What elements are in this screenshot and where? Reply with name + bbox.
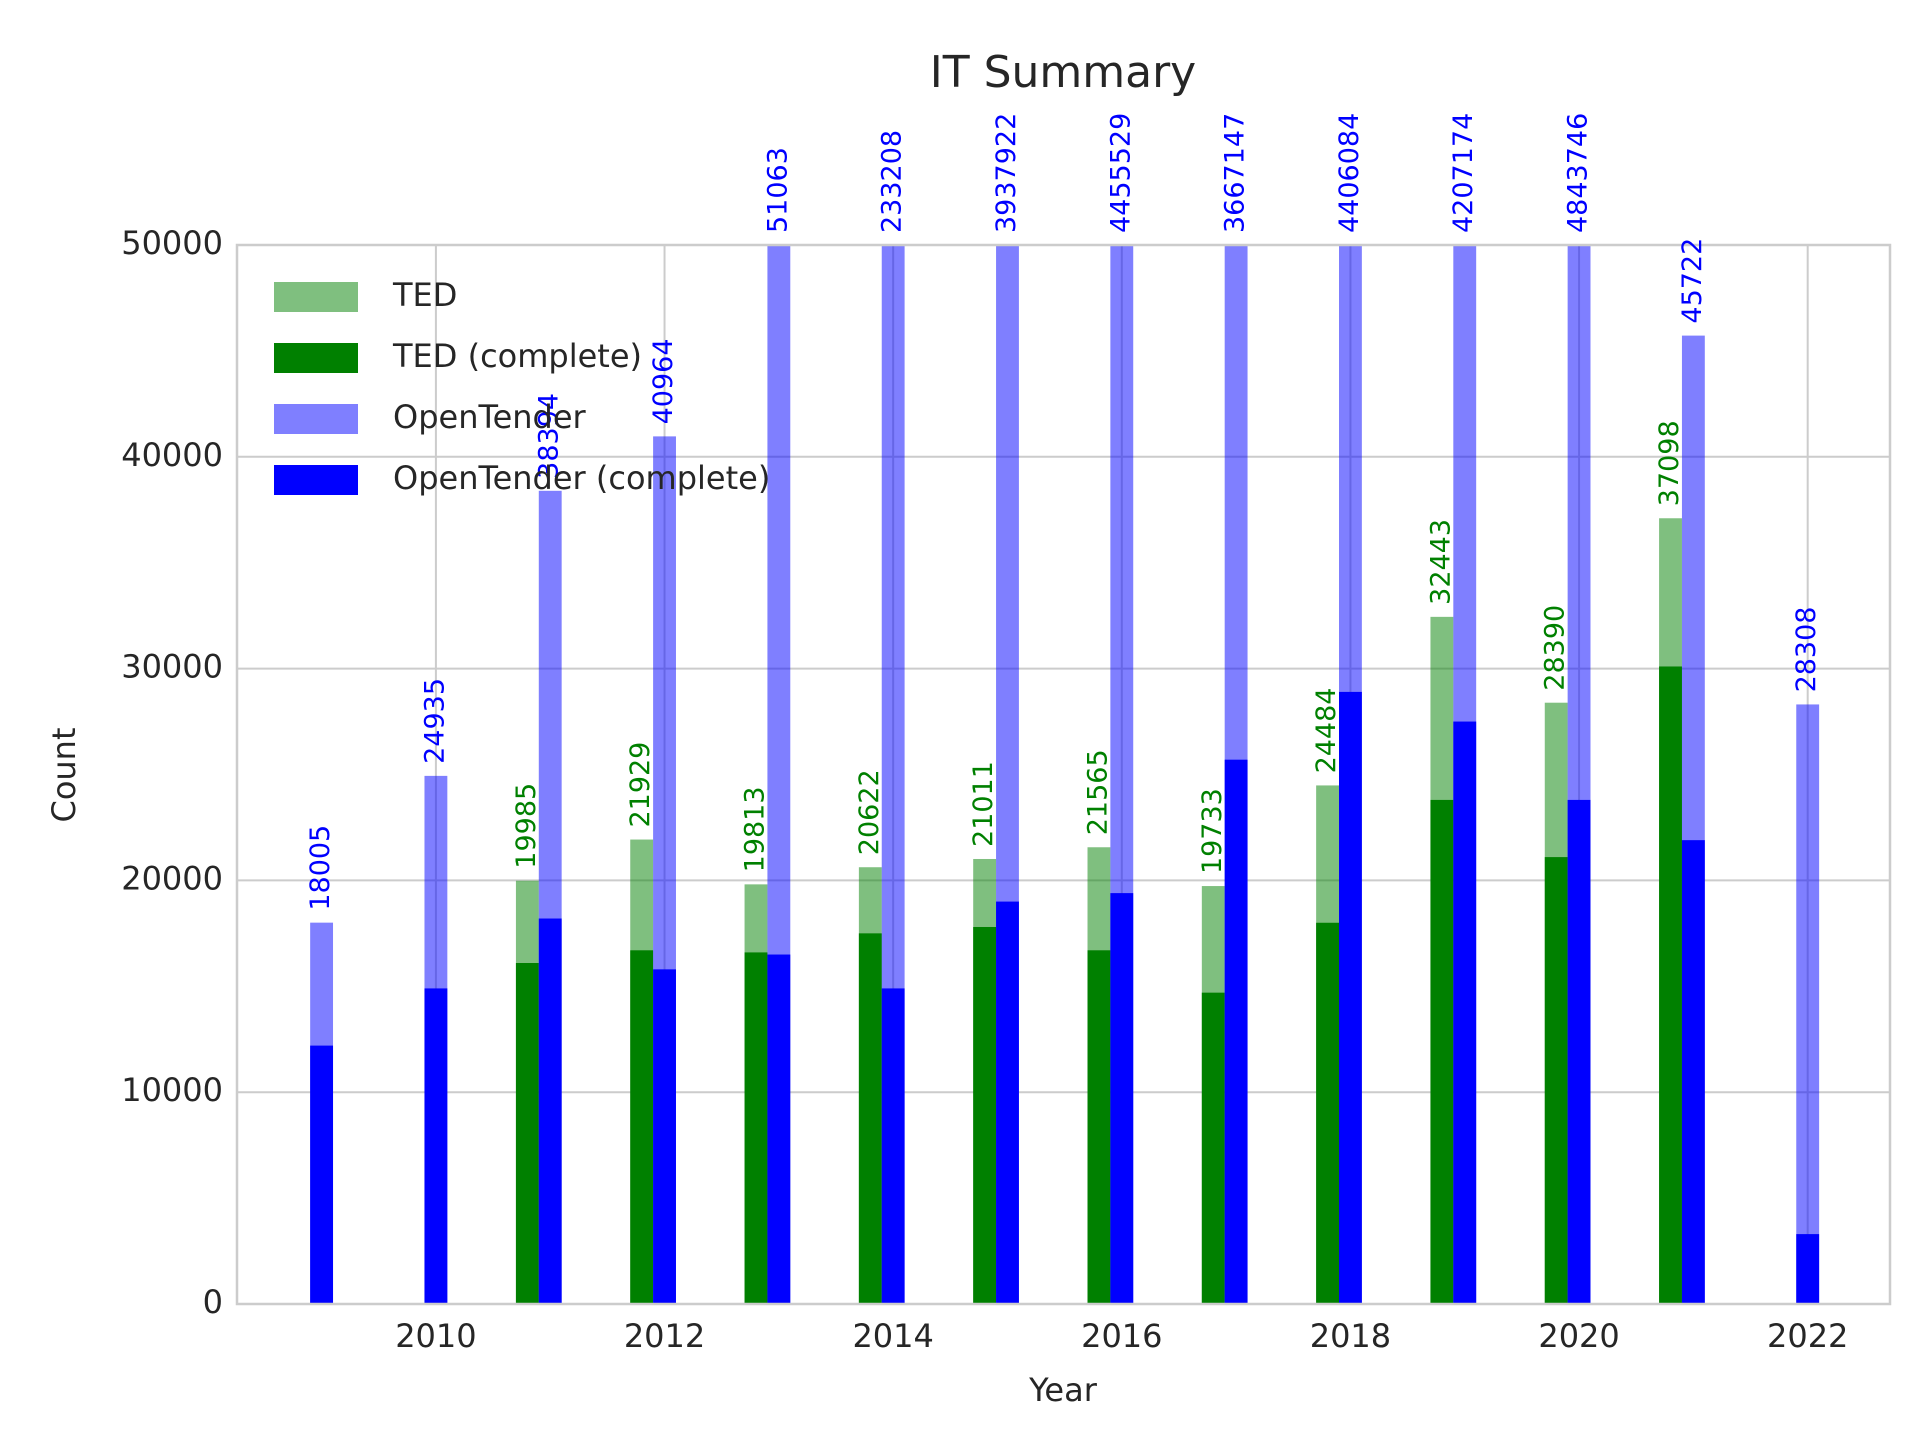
- value-label: 28390: [1540, 605, 1571, 691]
- value-label: 19985: [511, 783, 542, 869]
- legend-swatch: [274, 465, 358, 495]
- bar: [1430, 799, 1454, 1304]
- y-tick-label: 30000: [121, 648, 223, 686]
- legend-swatch: [274, 404, 358, 434]
- x-tick-label: 2012: [624, 1317, 705, 1355]
- value-label: 24935: [419, 678, 450, 764]
- value-label: 3937922: [991, 113, 1022, 233]
- x-tick-label: 2010: [395, 1317, 476, 1355]
- bar: [858, 933, 882, 1304]
- bar: [1224, 759, 1248, 1304]
- x-tick-label: 2016: [1081, 1317, 1162, 1355]
- value-label: 4406084: [1334, 113, 1365, 233]
- value-label: 21929: [625, 742, 656, 828]
- value-label: 24484: [1311, 688, 1342, 774]
- bar: [1316, 922, 1339, 1304]
- bar: [1201, 992, 1225, 1304]
- value-label: 19733: [1197, 788, 1228, 874]
- bar: [973, 926, 997, 1304]
- bar: [744, 952, 768, 1304]
- value-label: 233208: [877, 130, 908, 233]
- value-label: 45722: [1677, 238, 1708, 324]
- x-tick-label: 2020: [1538, 1317, 1619, 1355]
- bar: [1796, 704, 1820, 1304]
- x-tick-label: 2014: [852, 1317, 933, 1355]
- labels: 19985 21929 19813 20622 21011 21565 19733 24484…: [305, 113, 1822, 911]
- bar: [424, 988, 448, 1304]
- bars: [310, 245, 1820, 1304]
- y-tick-label: 20000: [121, 859, 223, 897]
- bar: [1110, 893, 1134, 1304]
- legend: TED TED (complete) OpenTender OpenTender (c…: [274, 276, 770, 497]
- value-label: 19813: [739, 786, 770, 872]
- bar: [538, 918, 562, 1304]
- value-label: 38394: [534, 393, 565, 479]
- legend-swatch: [274, 282, 358, 312]
- x-tick-label: 2018: [1310, 1317, 1391, 1355]
- value-label: 3667147: [1220, 113, 1251, 233]
- value-label: 4455529: [1105, 113, 1136, 233]
- value-label: 4843746: [1563, 113, 1594, 233]
- chart-title: IT Summary: [930, 47, 1196, 98]
- y-tick-label: 0: [203, 1283, 223, 1321]
- legend-label: OpenTender (complete): [393, 459, 770, 497]
- value-label: 18005: [305, 825, 336, 911]
- value-label: 51063: [762, 147, 793, 233]
- bar: [1659, 666, 1682, 1304]
- value-label: 4207174: [1448, 113, 1479, 233]
- value-label: 21011: [968, 761, 999, 847]
- legend-label: TED (complete): [392, 337, 642, 375]
- y-tick-label: 50000: [121, 224, 223, 262]
- bar: [1796, 1234, 1820, 1304]
- bar: [1681, 840, 1705, 1304]
- bar: [310, 1045, 334, 1304]
- bar: [881, 988, 905, 1304]
- y-axis-label: Count: [45, 727, 83, 822]
- legend-label: TED: [392, 276, 457, 314]
- bar: [1544, 857, 1568, 1304]
- value-label: 21565: [1082, 749, 1113, 835]
- bar: [767, 954, 791, 1304]
- bar: [653, 969, 676, 1304]
- bar: [630, 950, 654, 1304]
- y-tick-label: 40000: [121, 436, 223, 474]
- legend-label: OpenTender: [393, 398, 587, 436]
- value-label: 20622: [854, 769, 885, 855]
- bar: [515, 963, 539, 1304]
- x-tick-label: 2022: [1767, 1317, 1848, 1355]
- bar: [996, 901, 1019, 1304]
- value-label: 37098: [1654, 420, 1685, 506]
- bar: [1453, 721, 1477, 1304]
- value-label: 28308: [1791, 607, 1822, 693]
- y-tick-label: 10000: [121, 1071, 223, 1109]
- axes-frame: [235, 243, 1892, 1306]
- bar: [1339, 691, 1362, 1304]
- bar: [1087, 950, 1111, 1304]
- value-label: 40964: [648, 338, 679, 424]
- bar: [1567, 799, 1591, 1304]
- value-label: 32443: [1425, 519, 1456, 605]
- x-axis-label: Year: [1028, 1371, 1098, 1409]
- legend-swatch: [274, 343, 358, 373]
